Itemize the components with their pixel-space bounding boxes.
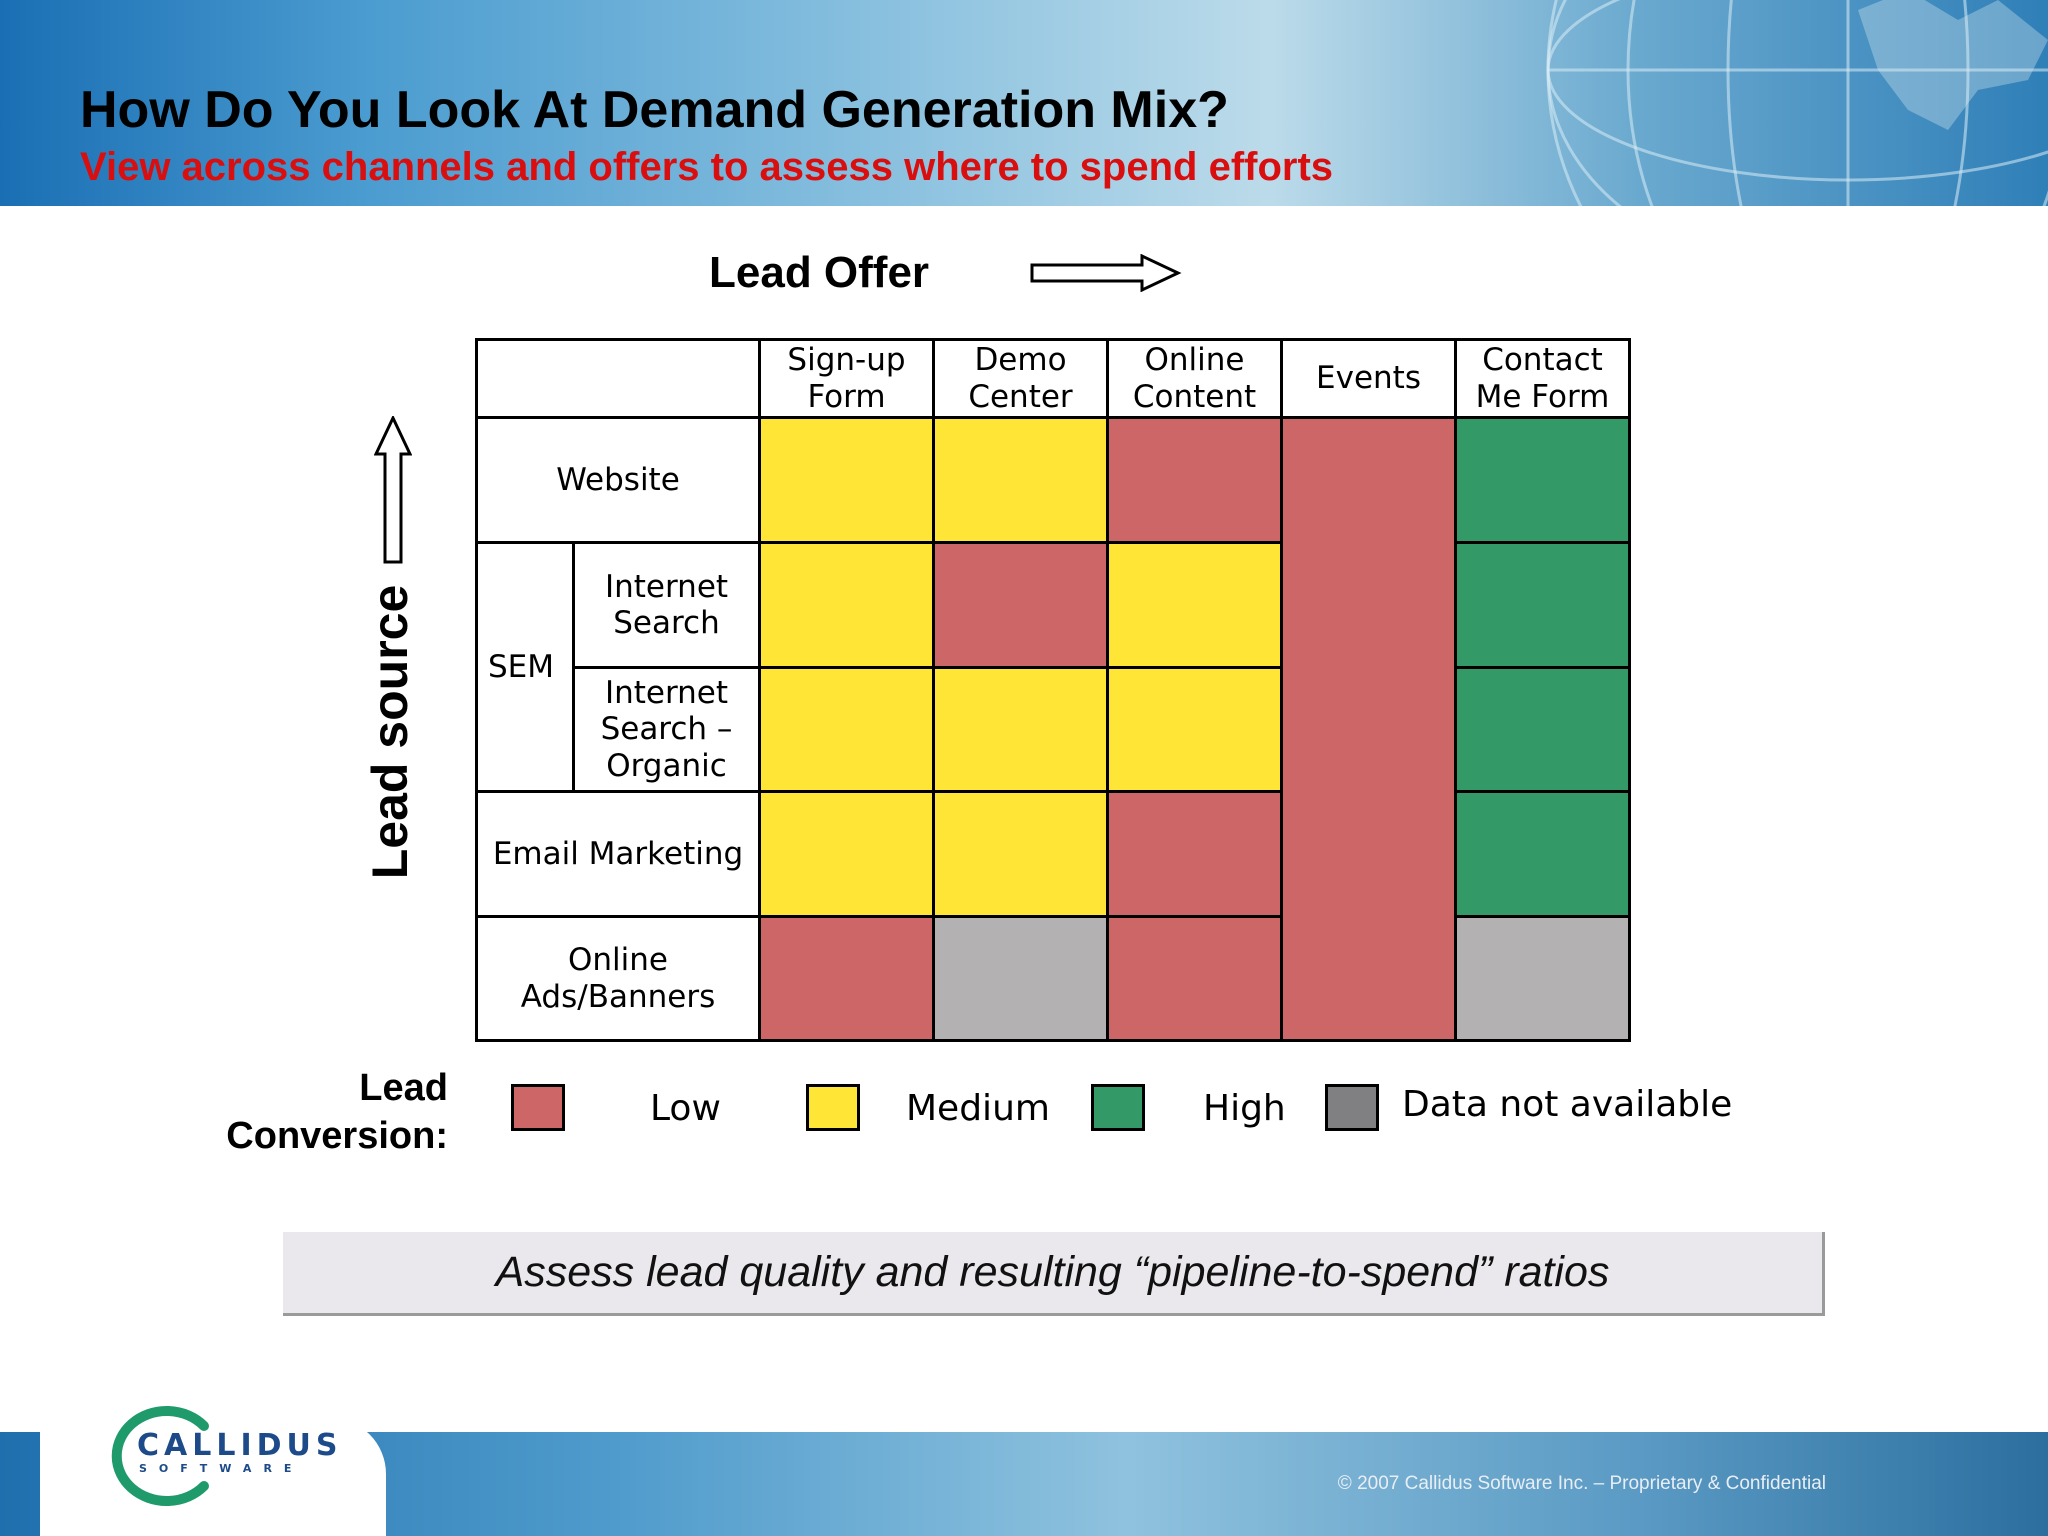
globe-graphic — [1546, 0, 2048, 206]
logo-subtext: SOFTWARE — [139, 1462, 304, 1475]
rating-cell-medium — [932, 666, 1109, 793]
rating-cell-high — [1454, 541, 1631, 669]
rating-cell-high — [1454, 416, 1631, 544]
slide-title: How Do You Look At Demand Generation Mix… — [80, 81, 1229, 139]
rating-cell-medium — [758, 416, 935, 544]
legend-title-line2: Conversion: — [226, 1114, 448, 1157]
rating-cell-medium — [758, 541, 935, 669]
legend-label-high: High — [1203, 1088, 1286, 1129]
column-header: Sign-up Form — [758, 338, 935, 419]
rating-cell-medium — [758, 666, 935, 793]
rating-cell-low — [1106, 790, 1283, 918]
header-band — [0, 0, 2048, 206]
logo-swoosh-icon — [111, 1406, 209, 1506]
row-label: Website — [475, 416, 761, 544]
row-label: Internet Search — [572, 541, 761, 669]
row-label: Online Ads/Banners — [475, 915, 761, 1042]
arrow-up-icon — [374, 416, 412, 564]
rating-cell-medium — [758, 790, 935, 918]
rating-cell-medium — [1106, 666, 1283, 793]
rating-cell-medium — [932, 416, 1109, 544]
legend-label-not-available: Data not available — [1402, 1084, 1733, 1125]
rating-cell-medium — [1106, 541, 1283, 669]
rating-cell-low — [758, 915, 935, 1042]
logo-wordmark: CALLIDUS — [137, 1428, 343, 1463]
legend-swatch-high — [1091, 1084, 1145, 1131]
row-label: Internet Search – Organic — [572, 666, 761, 793]
y-axis-label: Lead source — [362, 584, 418, 880]
column-header: Contact Me Form — [1454, 338, 1631, 419]
rating-cell-high — [1454, 790, 1631, 918]
legend-label-medium: Medium — [906, 1088, 1050, 1129]
column-header: Online Content — [1106, 338, 1283, 419]
callout-box: Assess lead quality and resulting “pipel… — [283, 1232, 1825, 1316]
rating-cell-low — [1106, 416, 1283, 544]
legend-title: Lead Conversion: — [200, 1065, 448, 1160]
rating-cell-not-available — [1454, 915, 1631, 1042]
x-axis-label: Lead Offer — [709, 248, 930, 297]
events-merged-cell-low — [1280, 416, 1457, 1042]
arrow-right-icon — [1030, 254, 1182, 292]
matrix-corner-cell — [475, 338, 761, 419]
legend-title-line1: Lead — [359, 1067, 448, 1109]
row-group-label: SEM — [475, 541, 575, 793]
legend-swatch-not-available — [1325, 1084, 1379, 1131]
rating-cell-not-available — [932, 915, 1109, 1042]
slide-subtitle: View across channels and offers to asses… — [80, 145, 1334, 189]
rating-cell-low — [1106, 915, 1283, 1042]
rating-cell-low — [932, 541, 1109, 669]
logo-panel — [40, 1418, 386, 1536]
row-label: Email Marketing — [475, 790, 761, 918]
column-header: Events — [1280, 338, 1457, 419]
rating-cell-high — [1454, 666, 1631, 793]
rating-cell-medium — [932, 790, 1109, 918]
legend-swatch-low — [511, 1084, 565, 1131]
legend-label-low: Low — [650, 1088, 721, 1129]
column-header: Demo Center — [932, 338, 1109, 419]
callout-text: Assess lead quality and resulting “pipel… — [495, 1248, 1610, 1296]
legend-swatch-medium — [806, 1084, 860, 1131]
copyright-text: © 2007 Callidus Software Inc. – Propriet… — [1337, 1473, 1826, 1494]
